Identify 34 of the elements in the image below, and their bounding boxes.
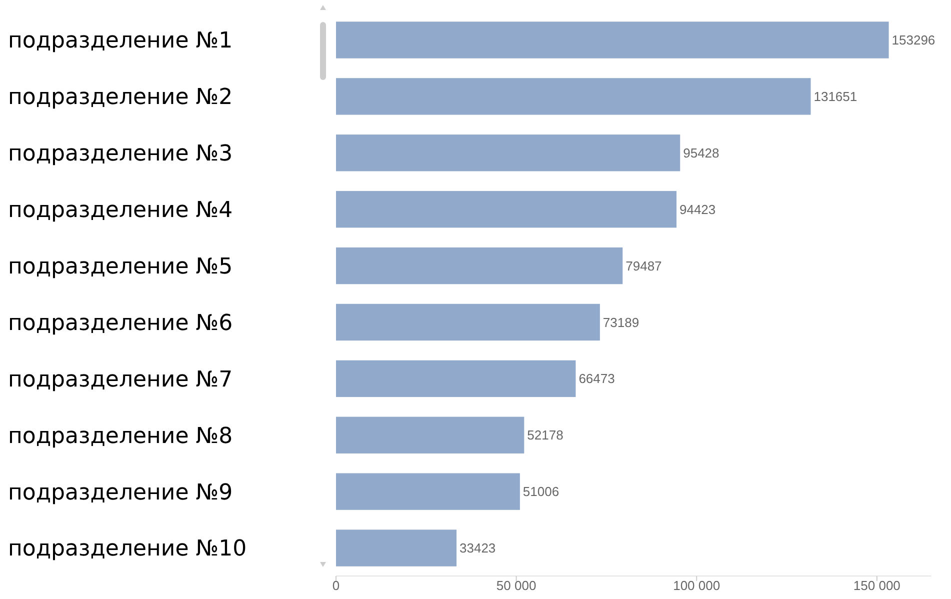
data-label: 95428: [683, 145, 720, 160]
x-tick-label: 100 000: [673, 578, 720, 593]
x-tick-label: 150 000: [853, 578, 900, 593]
y-tick-label: подразделение №7: [8, 367, 233, 392]
bar: [336, 473, 520, 510]
y-tick-label: подразделение №9: [8, 480, 233, 506]
bar: [336, 530, 457, 566]
x-tick-label: 50 000: [496, 578, 536, 593]
data-label: 94423: [679, 202, 716, 217]
bar: [336, 304, 600, 341]
y-tick-label: подразделение №10: [8, 536, 247, 562]
data-label: 52178: [527, 428, 564, 443]
bar: [336, 190, 676, 228]
data-label: 153296: [892, 32, 936, 48]
bar: [336, 247, 623, 284]
y-tick-label: подразделение №4: [8, 198, 233, 224]
data-label: 33423: [460, 540, 496, 556]
y-tick-label: подразделение №8: [8, 424, 233, 449]
y-tick-label: подразделение №1: [8, 28, 233, 54]
bar: [336, 22, 889, 58]
data-label: 73189: [602, 314, 640, 330]
data-label: 51006: [522, 484, 560, 500]
data-label: 66473: [578, 371, 615, 386]
bar: [336, 78, 811, 115]
x-tick-label: 0: [332, 578, 340, 593]
bar: [336, 360, 576, 398]
y-tick-label: подразделение №5: [8, 254, 233, 280]
bar: [336, 416, 524, 454]
y-tick-label: подразделение №6: [8, 310, 233, 336]
y-tick-label: подразделение №3: [8, 142, 233, 167]
bar: [336, 134, 680, 172]
y-tick-label: подразделение №2: [8, 85, 233, 110]
data-label: 79487: [626, 258, 662, 274]
data-label: 131651: [814, 88, 858, 104]
